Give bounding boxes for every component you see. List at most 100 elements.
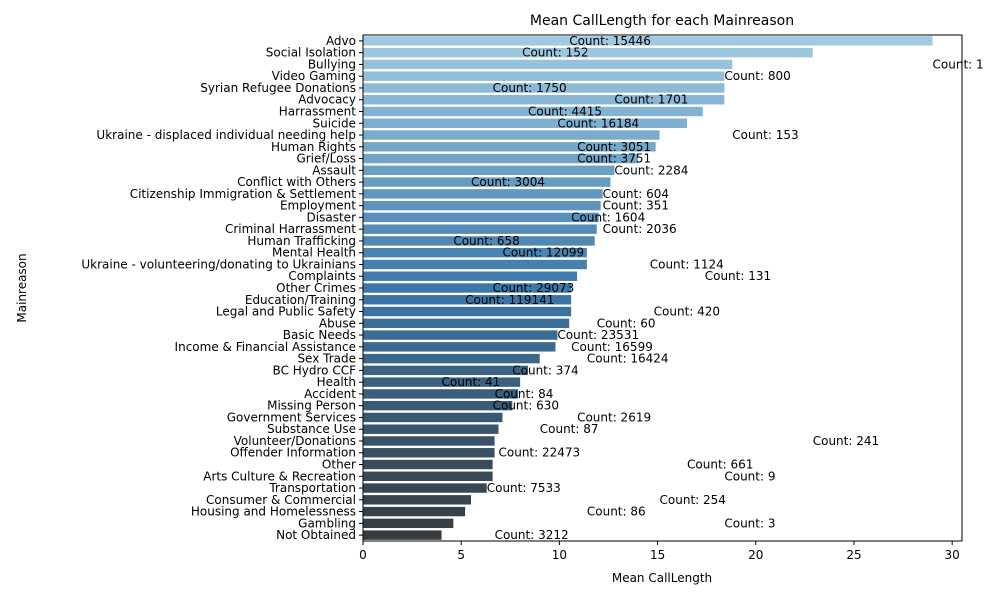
count-label: Count: 2284: [614, 163, 688, 177]
bar: [363, 495, 472, 505]
bar: [363, 224, 597, 234]
y-tick-label: Housing and Homelessness: [191, 505, 356, 519]
bars-group: [363, 36, 933, 540]
count-label: Count: 1604: [571, 210, 645, 224]
x-tick-label: 15: [650, 548, 665, 562]
y-tick-label: Legal and Public Safety: [216, 305, 356, 319]
y-tick-label: Conflict with Others: [237, 175, 356, 189]
count-label: Count: 3: [724, 516, 775, 530]
bar: [363, 365, 528, 376]
bar: [363, 153, 638, 164]
y-tick-label: Consumer & Commercial: [206, 493, 356, 507]
bar: [363, 95, 725, 105]
count-label: Count: 1750: [493, 81, 567, 95]
bar: [363, 318, 570, 329]
count-label: Count: 661: [687, 458, 753, 472]
bar: [363, 118, 688, 128]
y-tick-label: Health: [317, 375, 356, 389]
count-label: Count: 3004: [471, 175, 545, 189]
plot-frame: [362, 34, 963, 542]
bar: [363, 271, 578, 281]
y-tick-label: Criminal Harrassment: [225, 222, 356, 236]
bar: [363, 459, 493, 470]
y-tick-label: Disaster: [307, 210, 357, 224]
x-tick-label: 10: [552, 548, 567, 562]
y-tick-label: Advocacy: [298, 93, 356, 107]
y-tick-label: Assault: [312, 163, 356, 177]
y-tick-label: Advo: [326, 34, 356, 48]
bar: [363, 130, 660, 140]
bar: [363, 483, 487, 493]
bar: [363, 247, 587, 258]
y-tick-label: Government Services: [227, 410, 356, 424]
bar: [363, 448, 495, 458]
bar: [363, 400, 513, 411]
count-label: Count: 12099: [502, 246, 584, 260]
y-tick-label: Ukraine - displaced individual needing h…: [96, 128, 356, 142]
bar: [363, 212, 599, 223]
count-label: Count: 254: [660, 493, 726, 507]
count-label: Count: 119141: [465, 293, 554, 307]
count-label: Count: 2619: [577, 410, 651, 424]
count-label: Count: 22473: [499, 446, 581, 460]
bar: [363, 377, 521, 387]
bar: [363, 353, 540, 364]
y-tick-label: Ukraine - volunteering/donating to Ukrai…: [81, 257, 356, 271]
count-label: Count: 23531: [557, 328, 639, 342]
y-tick-label: Transportation: [268, 481, 356, 495]
bar: [363, 83, 725, 93]
y-tick-label: Sex Trade: [297, 352, 356, 366]
count-label: Count: 60: [597, 316, 656, 330]
bar: [363, 47, 813, 58]
count-label: Count: 630: [493, 399, 559, 413]
count-label: Count: 41: [442, 375, 501, 389]
y-tick-label: Basic Needs: [283, 328, 356, 342]
count-label: Count: 7533: [487, 481, 561, 495]
y-tick-label: Grief/Loss: [296, 152, 356, 166]
x-tick-label: 30: [945, 548, 960, 562]
bar: [363, 342, 556, 352]
bar: [363, 106, 703, 117]
y-tick-label: Abuse: [319, 316, 356, 330]
y-tick-label: Employment: [280, 199, 356, 213]
bar: [363, 71, 725, 81]
y-tick-label: Human Rights: [271, 140, 356, 154]
bar: [363, 295, 572, 305]
bar: [363, 436, 495, 446]
bar: [363, 530, 442, 540]
count-label: Count: 131: [705, 269, 771, 283]
x-tick-label: 20: [748, 548, 763, 562]
bar: [363, 506, 466, 517]
bar: [363, 306, 572, 317]
y-tick-label: Arts Culture & Recreation: [203, 469, 356, 483]
count-label: Count: 16599: [571, 340, 653, 354]
bar: [363, 142, 656, 152]
count-label: Count: 87: [540, 422, 599, 436]
y-tick-label: Income & Financial Assistance: [175, 340, 356, 354]
bar: [363, 177, 611, 187]
bar: [363, 189, 603, 199]
y-tick-label: BC Hydro CCF: [273, 363, 357, 377]
y-tick-label: Complaints: [288, 269, 356, 283]
bar: [363, 59, 733, 70]
y-tick-label: Gambling: [298, 516, 356, 530]
count-label: Count: 800: [724, 69, 790, 83]
bar: [363, 518, 454, 529]
count-label: Count: 153: [732, 128, 798, 142]
count-label: Count: 604: [603, 187, 669, 201]
count-label: Count: 15446: [569, 34, 651, 48]
y-tick-label: Offender Information: [230, 446, 356, 460]
bar: [363, 389, 519, 399]
y-tick-label: Syrian Refugee Donations: [200, 81, 356, 95]
count-label: Count: 9: [724, 469, 775, 483]
x-tick-label: 0: [359, 548, 367, 562]
y-tick-label: Education/Training: [245, 293, 356, 307]
y-tick-label: Citizenship Immigration & Settlement: [130, 187, 357, 201]
count-label: Count: 3051: [577, 140, 651, 154]
count-label: Count: 351: [603, 199, 669, 213]
bar: [363, 412, 503, 423]
count-label: Count: 1124: [650, 257, 724, 271]
count-label: Count: 658: [453, 234, 519, 248]
x-axis-ticks: 0 5 10 15 20 25 30: [359, 541, 960, 562]
